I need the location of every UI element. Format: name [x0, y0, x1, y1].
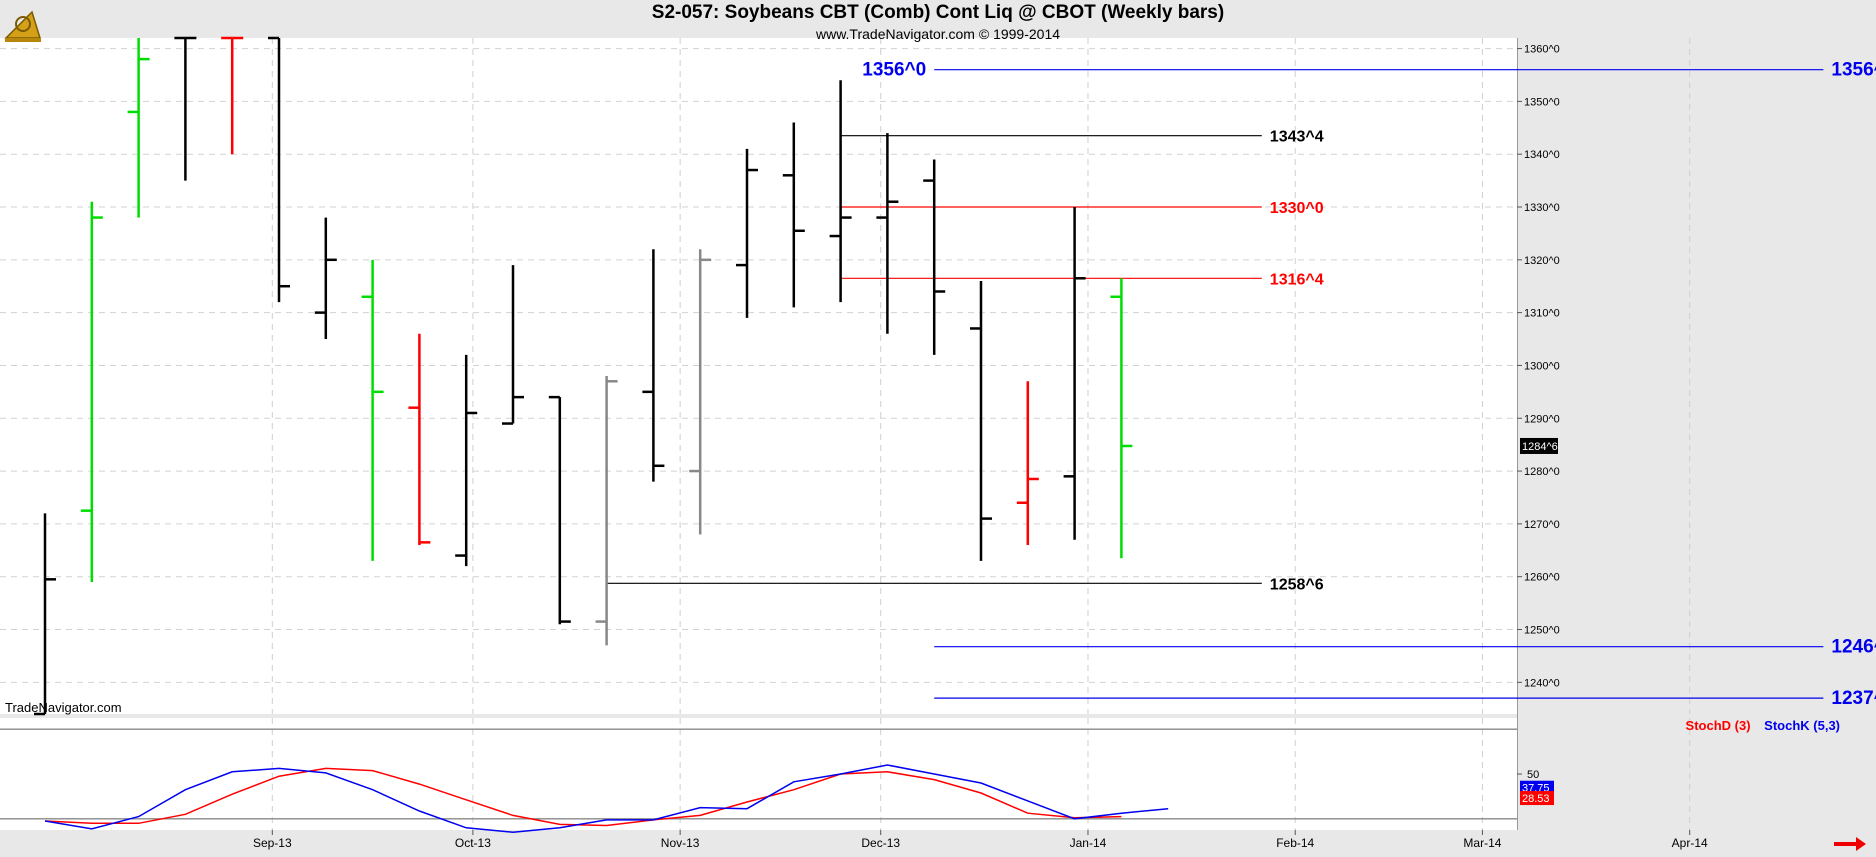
x-tick-label: Feb-14	[1276, 836, 1314, 850]
legend-stochd: StochD (3)	[1685, 718, 1751, 733]
ohlc-bar	[782, 122, 805, 308]
ohlc-bar	[408, 333, 431, 545]
level-label: 1356^0	[862, 60, 926, 81]
ohlc-bar	[970, 280, 992, 561]
x-tick-label: Mar-14	[1463, 836, 1501, 850]
ohlc-bar	[642, 249, 665, 482]
ohlc-bar	[80, 201, 103, 582]
ohlc-bar	[361, 259, 384, 561]
ohlc-bar	[502, 265, 524, 425]
level-label: 1343^4	[1270, 129, 1324, 146]
stochd-value-tag	[1520, 791, 1554, 806]
x-tick-label: Nov-13	[661, 836, 700, 850]
x-tick-label: Jan-14	[1070, 836, 1107, 850]
chart-subtitle: www.TradeNavigator.com © 1999-2014	[815, 26, 1061, 42]
level-label: 1316^4	[1270, 271, 1324, 288]
ohlc-bar	[689, 249, 712, 535]
stoch-series-line	[44, 764, 1169, 833]
watermark: TradeNavigator.com	[5, 700, 122, 715]
level-label: 1330^0	[1270, 200, 1324, 217]
level-label: 1258^6	[1270, 576, 1324, 593]
level-label: 1237^0	[1831, 688, 1876, 709]
y-tick-label: 1310^0	[1524, 308, 1560, 320]
x-tick-label: Apr-14	[1672, 836, 1708, 850]
ohlc-bar	[876, 133, 899, 334]
y-tick-label: 1340^0	[1524, 149, 1560, 161]
ohlc-bar	[1016, 381, 1039, 545]
legend-stochk: StochK (5,3)	[1764, 718, 1840, 733]
y-tick-label: 1320^0	[1524, 255, 1560, 267]
x-tick-label: Dec-13	[861, 836, 900, 850]
y-tick-label: 1280^0	[1524, 466, 1560, 478]
y-tick-label: 1270^0	[1524, 519, 1560, 531]
ohlc-bar	[595, 376, 618, 646]
ohlc-bar	[1063, 207, 1086, 540]
chart-title: S2-057: Soybeans CBT (Comb) Cont Liq @ C…	[651, 2, 1225, 23]
last-price-label: 1284^6	[1522, 441, 1558, 453]
ohlc-bar	[314, 217, 337, 340]
y-tick-label: 1360^0	[1524, 44, 1560, 56]
ohlc-bar	[34, 513, 56, 716]
stoch-tick-label: 50	[1527, 769, 1539, 781]
ohlc-bar	[268, 36, 290, 303]
x-tick-label: Oct-13	[455, 836, 491, 850]
last-price-tag	[1520, 437, 1558, 454]
y-tick-label: 1350^0	[1524, 96, 1560, 108]
sextant-logo-icon	[2, 2, 44, 44]
ohlc-bar	[127, 38, 150, 218]
y-tick-label: 1240^0	[1524, 677, 1560, 689]
level-label: 1246^6	[1831, 637, 1876, 658]
y-tick-label: 1300^0	[1524, 360, 1560, 372]
ohlc-bar	[829, 80, 852, 303]
y-tick-label: 1330^0	[1524, 202, 1560, 214]
y-tick-label: 1250^0	[1524, 625, 1560, 637]
y-tick-label: 1260^0	[1524, 572, 1560, 584]
arrow-right-icon[interactable]	[1832, 836, 1868, 857]
stoch-series-line	[44, 767, 1122, 827]
ohlc-bar	[174, 36, 197, 181]
ohlc-bar	[736, 148, 758, 318]
y-tick-label: 1290^0	[1524, 413, 1560, 425]
indicator-panel	[0, 718, 1517, 830]
price-panel	[0, 38, 1517, 714]
indicator-legend: StochD (3) StochK (5,3)	[1676, 718, 1840, 733]
ohlc-bar	[1110, 278, 1133, 559]
x-tick-label: Sep-13	[253, 836, 292, 850]
ohlc-bar	[548, 395, 571, 625]
ohlc-bar	[455, 354, 478, 567]
level-label: 1356^0	[1831, 60, 1876, 81]
stochd-value-label: 28.53	[1522, 793, 1550, 805]
ohlc-bar	[221, 36, 244, 155]
ohlc-bar	[923, 159, 946, 355]
